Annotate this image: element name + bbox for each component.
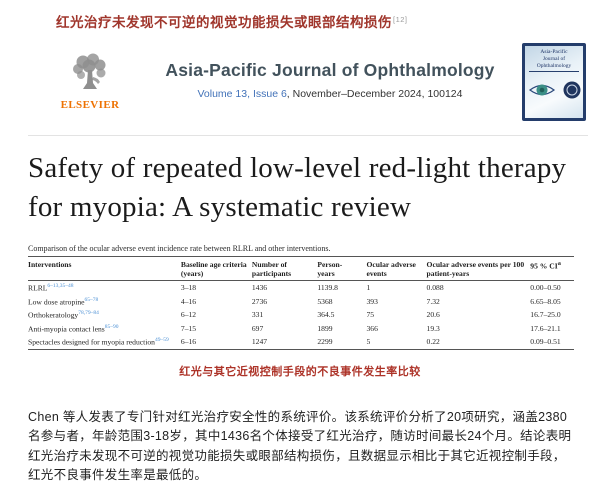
table-row: Low dose atropine65–78 4–16 2736 5368 393 7.3… (28, 295, 574, 309)
cell-ci: 0.09–0.51 (530, 337, 561, 347)
column-header: Ocular adverse events (366, 256, 427, 282)
table-row: RLRL6–13,35–48 3–18 1436 1139.8 1 0.088 0.00–0… (28, 281, 574, 295)
table-header-row: Interventions Baseline age criteria (year… (28, 256, 574, 282)
cell-participants: 2736 (251, 296, 268, 306)
cell-age: 6–16 (180, 337, 197, 347)
cell-intervention: Orthokeratology78,79–84 (28, 310, 99, 320)
cell-age: 4–16 (180, 296, 197, 306)
cell-ci: 17.6–21.1 (530, 323, 561, 333)
reference-links[interactable]: 6–13,35–48 (47, 283, 74, 290)
issue-line: Volume 13, Issue 6, November–December 20… (144, 88, 516, 100)
cell-events: 75 (366, 310, 375, 320)
issue-date-text: , November–December 2024, 100124 (286, 88, 463, 100)
reference-links[interactable]: 85–90 (104, 323, 119, 330)
cell-person_years: 364.5 (317, 310, 335, 320)
cell-ci: 16.7–25.0 (530, 310, 561, 320)
table-row: Anti-myopia contact lens85–90 7–15 697 1899… (28, 322, 574, 336)
cell-age: 3–18 (180, 283, 197, 293)
elsevier-tree-icon (70, 53, 110, 97)
cell-participants: 1247 (251, 337, 268, 347)
article-title: Safety of repeated low-level red-light t… (28, 152, 567, 224)
volume-issue-link[interactable]: Volume 13, Issue 6 (197, 88, 287, 100)
cell-person_years: 1139.8 (317, 283, 338, 293)
journal-title: Asia-Pacific Journal of Ophthalmology (165, 60, 495, 80)
table-caption: Comparison of the ocular adverse event i… (28, 244, 331, 254)
cell-intervention: Spectacles designed for myopia reduction… (28, 337, 169, 347)
cell-events: 366 (366, 323, 378, 333)
ci-footnote-marker: a (557, 259, 561, 267)
cover-eye-icon (527, 78, 583, 107)
cell-participants: 331 (251, 310, 264, 320)
column-header: Number of participants (251, 256, 318, 282)
cell-intervention: Anti-myopia contact lens85–90 (28, 323, 119, 334)
elsevier-logo[interactable]: ELSEVIER (42, 53, 138, 111)
column-header: Person- years (317, 256, 367, 282)
cell-person_years: 5368 (317, 296, 333, 306)
journal-banner: ELSEVIER Asia-Pacific Journal of Ophthal… (42, 41, 586, 123)
cell-rate: 20.6 (426, 310, 440, 320)
column-header: Interventions (28, 256, 181, 282)
journal-cover-thumbnail[interactable]: Asia-Pacific Journal of Ophthalmology (522, 43, 586, 121)
column-header: Baseline age criteria (years) (180, 256, 252, 282)
adverse-events-table: Interventions Baseline age criteria (year… (28, 256, 574, 350)
header-divider (28, 135, 588, 136)
cell-rate: 19.3 (426, 323, 440, 333)
cell-events: 5 (366, 337, 371, 347)
journal-meta: Asia-Pacific Journal of Ophthalmology Vo… (138, 60, 522, 104)
cell-rate: 0.22 (426, 337, 440, 347)
cell-ci: 6.65–8.05 (530, 296, 561, 306)
cover-title: Asia-Pacific Journal of Ophthalmology (529, 49, 579, 72)
cell-person_years: 2299 (317, 337, 333, 347)
cell-rate: 7.32 (426, 296, 440, 306)
reference-links[interactable]: 65–78 (84, 296, 99, 303)
chinese-headline: 红光治疗未发现不可逆的视觉功能损失或眼部结构损伤[12] (56, 11, 572, 31)
cell-participants: 697 (251, 323, 264, 333)
cell-rate: 0.088 (426, 283, 444, 293)
cell-age: 6–12 (180, 310, 197, 320)
chinese-headline-text: 红光治疗未发现不可逆的视觉功能损失或眼部结构损伤 (56, 15, 392, 30)
cell-person_years: 1899 (317, 323, 333, 333)
column-header: Ocular adverse events per 100 patient-ye… (426, 256, 531, 282)
elsevier-wordmark: ELSEVIER (60, 99, 120, 111)
table-row: Spectacles designed for myopia reduction… (28, 335, 574, 349)
summary-paragraph: Chen 等人发表了专门针对红光治疗安全性的系统评价。该系统评价分析了20项研究… (28, 409, 572, 483)
cell-participants: 1436 (251, 283, 268, 293)
cell-events: 1 (366, 283, 371, 293)
cell-age: 7–15 (180, 323, 197, 333)
comparison-table-section: Comparison of the ocular adverse event i… (28, 244, 574, 350)
reference-links[interactable]: 78,79–84 (78, 310, 99, 317)
cell-intervention: RLRL6–13,35–48 (28, 283, 74, 293)
citation-marker: [12] (393, 14, 408, 24)
reference-links[interactable]: 49–59 (154, 337, 169, 344)
cell-events: 393 (366, 296, 378, 306)
table-row: Orthokeratology78,79–84 6–12 331 364.5 75 20.… (28, 308, 574, 322)
cell-intervention: Low dose atropine65–78 (28, 296, 99, 307)
chinese-table-caption: 红光与其它近视控制手段的不良事件发生率比较 (179, 365, 421, 378)
cell-ci: 0.00–0.50 (530, 283, 561, 293)
column-header: 95 % CIa (530, 256, 574, 282)
article-page: 红光治疗未发现不可逆的视觉功能损失或眼部结构损伤[12] (0, 11, 600, 485)
